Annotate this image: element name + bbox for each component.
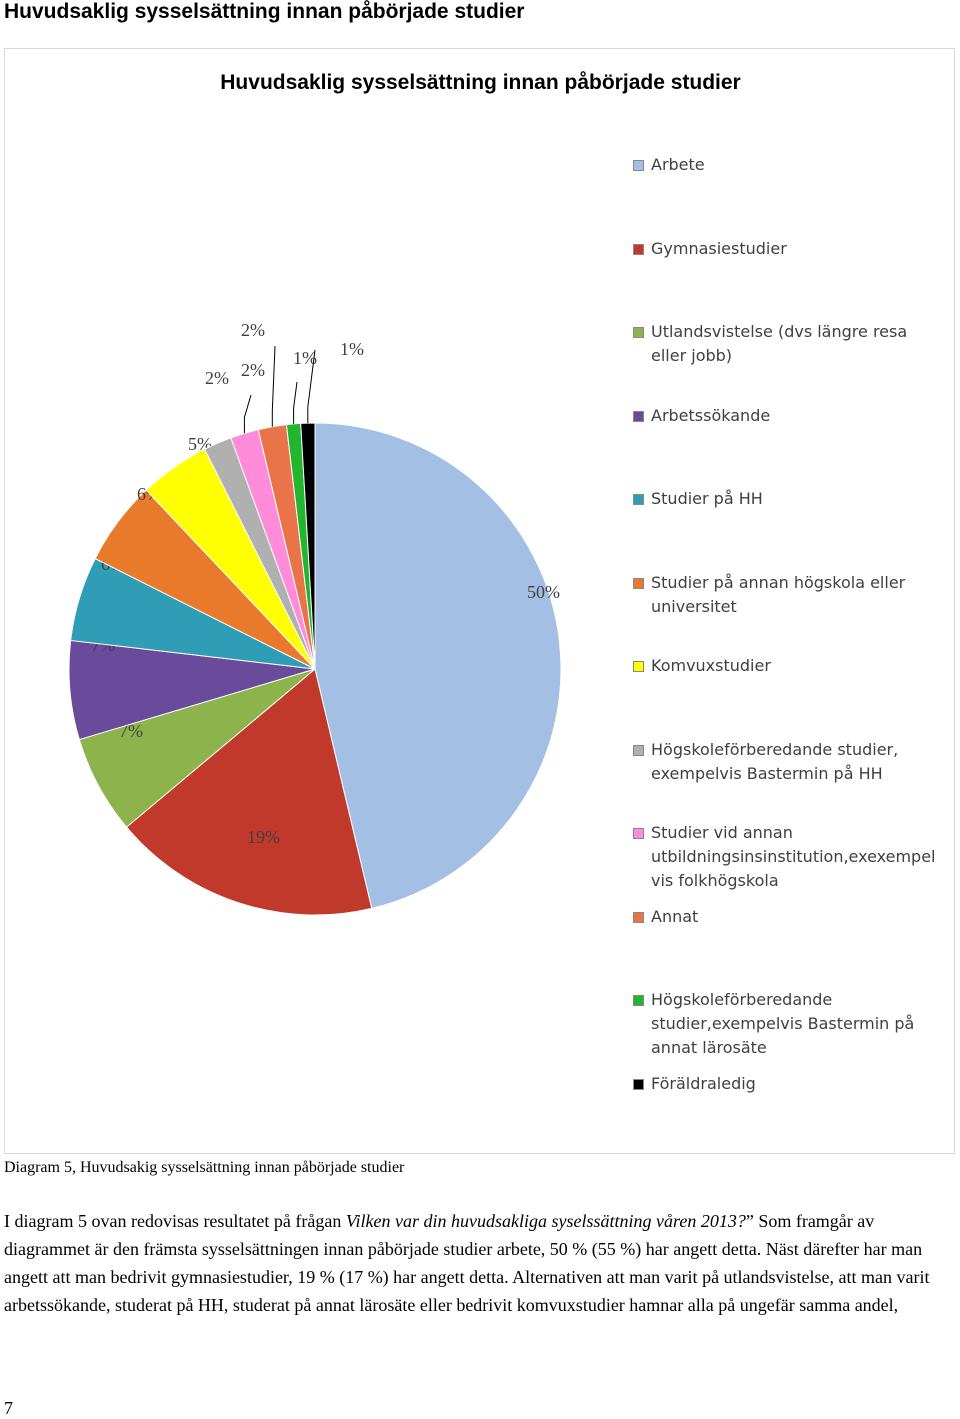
body-text-intro: I diagram 5 ovan redovisas resultatet på…	[4, 1211, 346, 1231]
body-paragraph: I diagram 5 ovan redovisas resultatet på…	[4, 1207, 944, 1319]
legend-label: Annat	[651, 907, 699, 926]
chart-frame: Huvudsaklig sysselsättning innan påbörja…	[4, 48, 955, 1154]
slice-percent-label: 2%	[241, 320, 265, 340]
figure-caption: Diagram 5, Huvudsakig sysselsättning inn…	[4, 1159, 405, 1176]
page-heading: Huvudsaklig sysselsättning innan påbörja…	[4, 0, 525, 23]
legend-label: Högskoleförberedande studier,exempelvis …	[651, 990, 915, 1057]
legend-label: Arbetssökande	[651, 406, 771, 425]
legend-swatch	[633, 327, 644, 338]
legend-swatch	[633, 828, 644, 839]
pie-slice	[314, 422, 562, 909]
body-text-rest: Som framgår av diagrammet är den främsta…	[4, 1211, 930, 1315]
legend-item: Utlandsvistelse (dvs längre resa eller j…	[633, 320, 943, 368]
legend-swatch	[633, 244, 644, 255]
page-number: 7	[4, 1398, 13, 1418]
slice-percent-label: 1%	[340, 339, 364, 359]
legend-swatch	[633, 1079, 644, 1090]
pie-slice	[300, 422, 316, 670]
legend-item: Arbetssökande	[633, 404, 943, 428]
legend-item: Arbete	[633, 153, 943, 177]
legend-label: Arbete	[651, 155, 705, 174]
legend-label: Högskoleförberedande studier, exempelvis…	[651, 740, 899, 783]
leader-line	[271, 345, 276, 427]
leader-line	[293, 381, 298, 424]
legend-item: Högskoleförberedande studier,exempelvis …	[633, 988, 943, 1060]
slice-percent-label: 19%	[247, 827, 280, 847]
legend-item: Gymnasiestudier	[633, 237, 943, 261]
leader-line	[243, 394, 252, 434]
legend-item: Högskoleförberedande studier, exempelvis…	[633, 738, 943, 786]
pie-chart: 50%19%7%7%6%6%5%2%2%2%1%1%	[68, 320, 562, 916]
legend-item: Komvuxstudier	[633, 654, 943, 678]
slice-percent-label: 50%	[527, 582, 560, 602]
legend-item: Studier vid annan utbildningsinsinstitut…	[633, 821, 943, 893]
legend-label: Studier på HH	[651, 489, 763, 508]
body-quote-close: ”	[745, 1211, 759, 1231]
legend-item: Annat	[633, 905, 943, 929]
legend-swatch	[633, 578, 644, 589]
legend-item: Föräldraledig	[633, 1072, 943, 1096]
legend-label: Studier vid annan utbildningsinsinstitut…	[651, 823, 936, 890]
leader-line	[307, 349, 316, 424]
chart-title: Huvudsaklig sysselsättning innan påbörja…	[220, 71, 741, 94]
legend-label: Föräldraledig	[651, 1074, 756, 1093]
legend-item: Studier på annan högskola eller universi…	[633, 571, 943, 619]
legend-swatch	[633, 745, 644, 756]
legend-label: Gymnasiestudier	[651, 239, 787, 258]
legend-swatch	[633, 995, 644, 1006]
slice-percent-label: 2%	[241, 360, 265, 380]
pie-slice	[125, 668, 373, 916]
legend-swatch	[633, 411, 644, 422]
legend-label: Komvuxstudier	[651, 656, 771, 675]
legend-swatch	[633, 912, 644, 923]
legend-swatch	[633, 494, 644, 505]
legend-swatch	[633, 160, 644, 171]
legend-label: Utlandsvistelse (dvs längre resa eller j…	[651, 322, 908, 365]
body-question: Vilken var din huvudsakliga syselssättni…	[345, 1211, 746, 1231]
slice-percent-label: 1%	[293, 348, 317, 368]
legend-label: Studier på annan högskola eller universi…	[651, 573, 906, 616]
legend-swatch	[633, 661, 644, 672]
slice-percent-label: 2%	[205, 368, 229, 388]
legend-item: Studier på HH	[633, 487, 943, 511]
